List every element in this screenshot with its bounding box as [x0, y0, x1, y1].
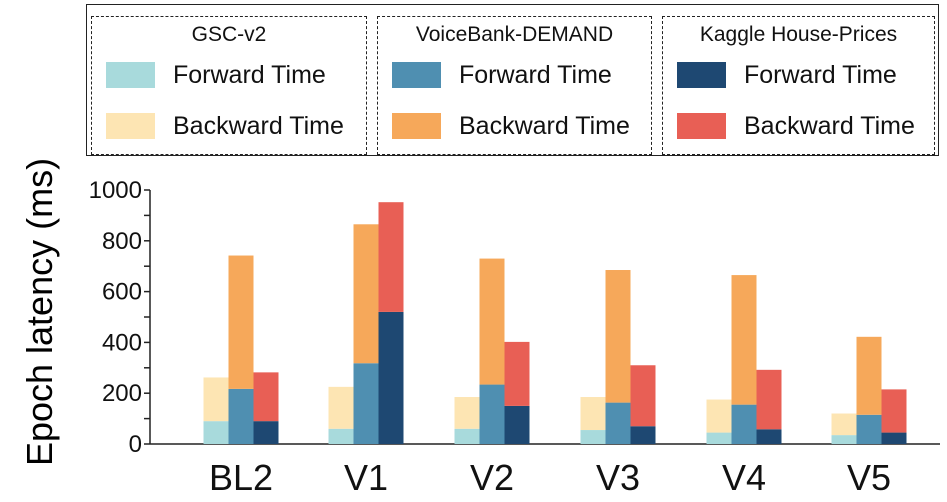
- bar-voicebank-backward-v4: [731, 275, 757, 405]
- bar-kaggle-forward-v2: [504, 405, 530, 444]
- legend-item-kaggle-forward: Forward Time: [677, 60, 897, 89]
- legend-swatch-kaggle-forward: [677, 62, 726, 88]
- bar-kaggle-backward-v5: [881, 389, 907, 433]
- tick-labels: 0 200 400 600 800 1000 BL2 V1 V2 V3 V4 V5: [89, 177, 891, 498]
- y-tick-label: 800: [102, 228, 142, 255]
- bar-gsc-forward-v1: [328, 428, 354, 444]
- legend-swatch-kaggle-backward: [677, 113, 726, 139]
- x-tick-label: V2: [470, 457, 514, 498]
- bar-voicebank-forward-v5: [856, 414, 882, 444]
- legend-title-voicebank: VoiceBank-DEMAND: [415, 23, 614, 46]
- bar-gsc-backward-v4: [706, 399, 732, 433]
- legend-swatch-gsc-backward: [106, 113, 155, 139]
- legend-label-kaggle-forward: Forward Time: [744, 60, 897, 89]
- x-tick-label: V5: [847, 457, 891, 498]
- bar-gsc-forward-v5: [831, 435, 857, 444]
- legend-label-gsc-forward: Forward Time: [173, 60, 326, 89]
- bar-kaggle-backward-v2: [504, 341, 530, 406]
- legend-label-gsc-backward: Backward Time: [173, 111, 344, 140]
- bar-voicebank-backward-bl2: [228, 255, 254, 389]
- y-tick-label: 400: [102, 329, 142, 356]
- bar-voicebank-backward-v3: [605, 270, 631, 403]
- legend-swatch-voicebank-forward: [392, 62, 441, 88]
- legend-item-voicebank-backward: Backward Time: [392, 111, 630, 140]
- bar-kaggle-forward-v4: [756, 429, 782, 444]
- legend-item-voicebank-forward: Forward Time: [392, 60, 612, 89]
- legend-title-gsc: GSC-v2: [191, 23, 267, 46]
- bar-voicebank-backward-v5: [856, 336, 882, 415]
- legend-label-voicebank-forward: Forward Time: [459, 60, 612, 89]
- bar-kaggle-backward-v1: [378, 202, 404, 312]
- x-tick-label: V4: [722, 457, 766, 498]
- bar-voicebank-backward-v2: [479, 258, 505, 385]
- bar-gsc-forward-v3: [580, 430, 606, 444]
- legend: GSC-v2 Forward Time Backward Time VoiceB…: [86, 4, 939, 156]
- bar-gsc-forward-v2: [454, 428, 480, 444]
- bar-gsc-backward-v5: [831, 413, 857, 436]
- bar-voicebank-forward-v4: [731, 404, 757, 444]
- y-tick-label: 0: [129, 431, 142, 458]
- axes: [144, 189, 940, 445]
- bar-gsc-backward-v3: [580, 397, 606, 431]
- legend-title-kaggle: Kaggle House-Prices: [699, 23, 898, 46]
- bar-gsc-backward-v2: [454, 397, 480, 429]
- x-tick-label: BL2: [209, 457, 273, 498]
- bar-kaggle-backward-v3: [630, 365, 656, 427]
- bar-kaggle-forward-v3: [630, 426, 656, 444]
- x-tick-label: V1: [344, 457, 388, 498]
- bar-gsc-forward-v4: [706, 432, 732, 444]
- legend-group-voicebank: VoiceBank-DEMAND Forward Time Backward T…: [377, 16, 652, 155]
- legend-swatch-gsc-forward: [106, 62, 155, 88]
- legend-label-kaggle-backward: Backward Time: [744, 111, 915, 140]
- legend-item-gsc-forward: Forward Time: [106, 60, 326, 89]
- bar-kaggle-backward-v4: [756, 369, 782, 430]
- bar-kaggle-forward-v1: [378, 311, 404, 444]
- legend-group-gsc: GSC-v2 Forward Time Backward Time: [91, 16, 367, 155]
- y-axis-label: Epoch latency (ms): [19, 158, 60, 466]
- y-tick-label: 1000: [89, 177, 142, 204]
- bars: [203, 202, 907, 444]
- bar-kaggle-backward-bl2: [253, 372, 279, 422]
- bar-voicebank-forward-v3: [605, 402, 631, 444]
- bar-voicebank-forward-v1: [353, 363, 379, 444]
- x-tick-label: V3: [596, 457, 640, 498]
- bar-gsc-backward-v1: [328, 386, 354, 429]
- legend-item-gsc-backward: Backward Time: [106, 111, 344, 140]
- legend-label-voicebank-backward: Backward Time: [459, 111, 630, 140]
- bar-voicebank-backward-v1: [353, 224, 379, 364]
- legend-item-kaggle-backward: Backward Time: [677, 111, 915, 140]
- bar-gsc-forward-bl2: [203, 421, 229, 444]
- legend-group-kaggle: Kaggle House-Prices Forward Time Backwar…: [662, 16, 935, 155]
- y-tick-label: 600: [102, 279, 142, 306]
- bar-kaggle-forward-v5: [881, 432, 907, 444]
- y-tick-label: 200: [102, 380, 142, 407]
- bar-kaggle-forward-bl2: [253, 421, 279, 444]
- bar-gsc-backward-bl2: [203, 377, 229, 422]
- bar-voicebank-forward-bl2: [228, 388, 254, 444]
- legend-swatch-voicebank-backward: [392, 113, 441, 139]
- bar-voicebank-forward-v2: [479, 384, 505, 444]
